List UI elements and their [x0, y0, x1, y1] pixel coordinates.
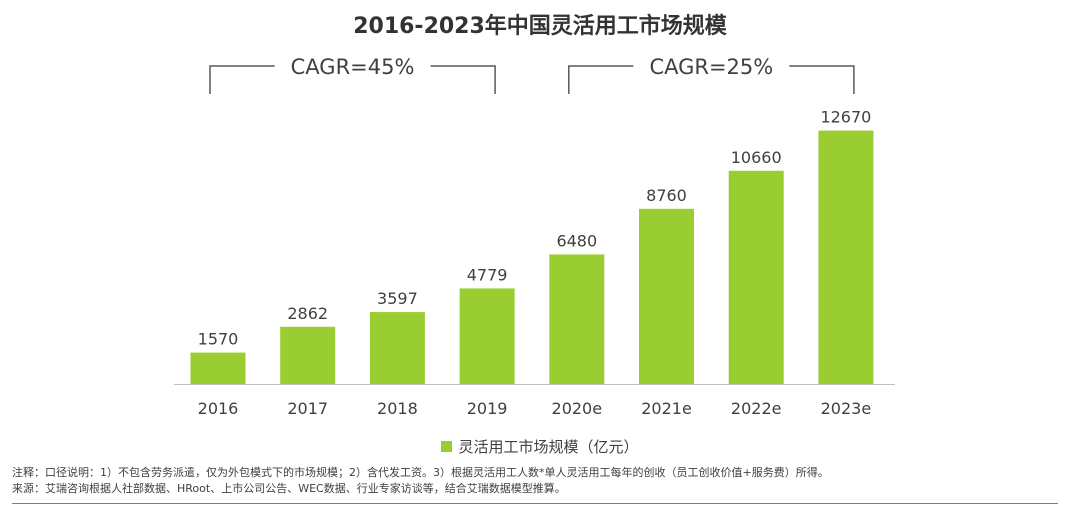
bar-2021e — [639, 208, 694, 384]
data-label-2016: 1570 — [198, 330, 239, 349]
x-tick-2019: 2019 — [467, 399, 508, 418]
note-text: 注释：口径说明：1）不包含劳务派遣，仅为外包模式下的市场规模；2）含代发工资。3… — [12, 466, 829, 479]
cagr-label-1: CAGR=45% — [291, 55, 415, 79]
bars: 1570 2862 3597 4779 6480 8760 10660 12670 — [190, 108, 874, 384]
legend-swatch — [441, 441, 453, 452]
bar-chart: CAGR=45% CAGR=25% 1570 2862 3597 4779 6480 876… — [174, 55, 895, 418]
data-label-2023e: 12670 — [820, 108, 871, 127]
x-tick-2022e: 2022e — [731, 399, 782, 418]
cagr-label-2: CAGR=25% — [649, 55, 773, 79]
x-tick-2023e: 2023e — [821, 399, 872, 418]
cagr-annotations: CAGR=45% CAGR=25% — [209, 55, 855, 94]
data-label-2022e: 10660 — [731, 148, 782, 167]
bar-2018 — [369, 312, 425, 384]
bar-2016 — [190, 352, 246, 384]
x-axis-ticks: 2016 2017 2018 2019 2020e 2021e 2022e 2023e — [198, 399, 872, 418]
legend: 灵活用工市场规模（亿元） — [0, 436, 1080, 457]
x-tick-2017: 2017 — [287, 399, 328, 418]
x-tick-2018: 2018 — [377, 399, 418, 418]
bar-2023e — [818, 130, 874, 384]
bar-2017 — [280, 326, 336, 384]
data-label-2020e: 6480 — [556, 231, 597, 250]
chart-title: 2016-2023年中国灵活用工市场规模 — [353, 14, 727, 39]
cagr-bracket-1 — [209, 65, 496, 94]
data-label-2018: 3597 — [377, 289, 418, 308]
data-label-2019: 4779 — [467, 265, 508, 284]
bar-2022e — [728, 170, 784, 384]
x-tick-2021e: 2021e — [641, 399, 692, 418]
source-text: 来源：艾瑞咨询根据人社部数据、HRoot、上市公司公告、WEC数据、行业专家访谈… — [12, 482, 566, 495]
x-tick-2020e: 2020e — [552, 399, 603, 418]
bar-2020e — [549, 254, 605, 384]
cagr-bracket-2 — [568, 65, 855, 94]
x-tick-2016: 2016 — [198, 399, 239, 418]
footnotes: 注释：口径说明：1）不包含劳务派遣，仅为外包模式下的市场规模；2）含代发工资。3… — [12, 465, 1072, 497]
data-label-2017: 2862 — [287, 304, 328, 323]
bottom-divider — [12, 503, 1058, 504]
data-label-2021e: 8760 — [646, 186, 687, 205]
bar-2019 — [459, 288, 515, 384]
legend-label: 灵活用工市场规模（亿元） — [458, 438, 639, 456]
